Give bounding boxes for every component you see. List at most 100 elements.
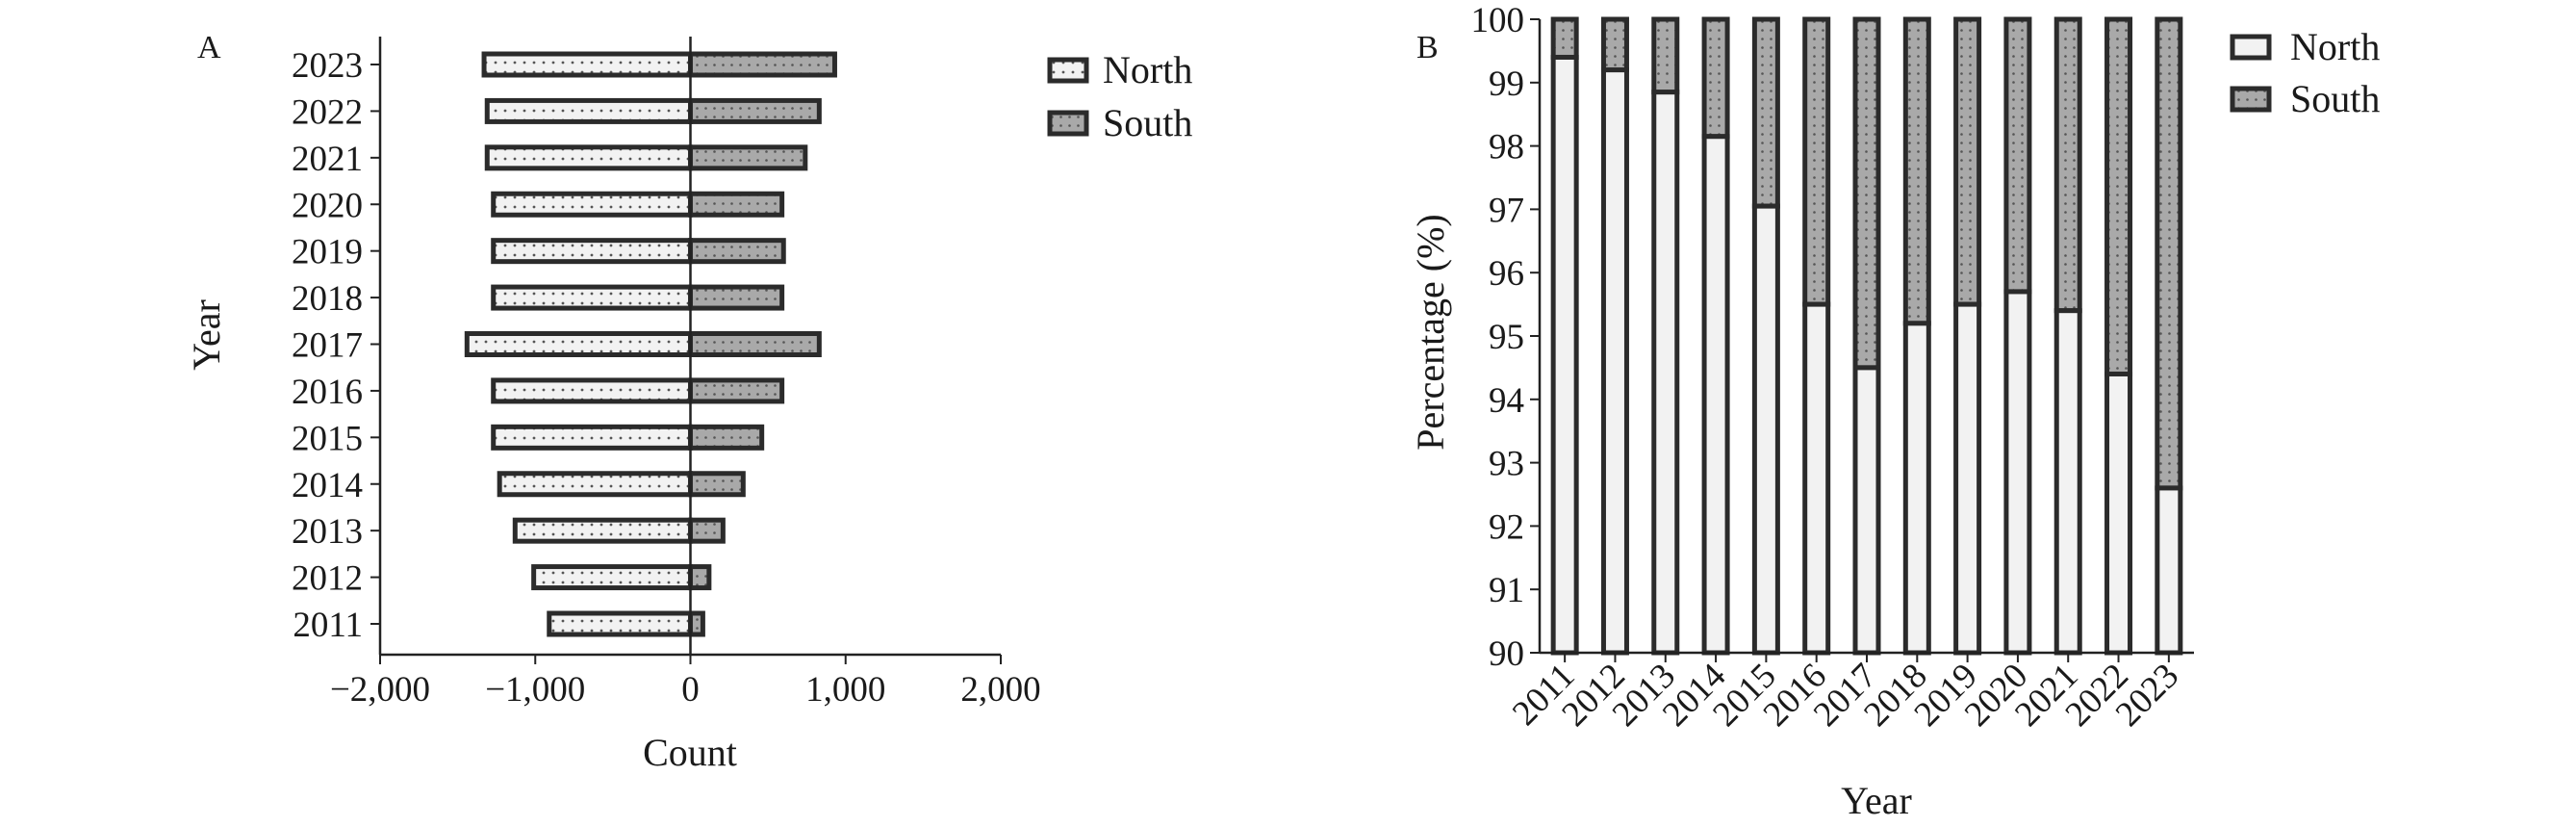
y-tick-label-2013: 2013 (292, 512, 363, 552)
bar-south-2022 (2104, 16, 2133, 376)
panel-b-bars (1550, 16, 2183, 656)
bar-south-2020 (688, 191, 785, 218)
y-tick-label-100: 100 (1471, 1, 1525, 40)
bar-north-2023 (481, 51, 693, 78)
y-tick-label-2019: 2019 (292, 233, 363, 272)
bar-south-2011 (1550, 16, 1579, 60)
bar-north-2020 (491, 191, 694, 218)
bar-south-2016 (1802, 16, 1831, 307)
bar-south-2011 (688, 610, 705, 637)
bar-north-2018 (491, 284, 694, 311)
y-tick-label-2018: 2018 (292, 279, 363, 319)
y-tick-label-93: 93 (1489, 445, 1524, 484)
y-tick-label-91: 91 (1489, 571, 1524, 610)
x-tick-label--1000: −1,000 (485, 670, 585, 710)
y-tick-label-2021: 2021 (292, 140, 363, 179)
x-tick-label-1000: 1,000 (805, 670, 885, 710)
x-tick-label-0: 0 (681, 670, 700, 710)
y-tick-label-99: 99 (1489, 65, 1524, 104)
bar-south-2019 (1953, 16, 1982, 307)
y-tick-label-2012: 2012 (292, 559, 363, 599)
y-tick-label-2017: 2017 (292, 326, 363, 366)
y-tick-label-97: 97 (1489, 191, 1524, 230)
panel-b-axes: 2011201220132014201520162017201820192020… (1471, 1, 2194, 735)
bar-north-2013 (512, 517, 693, 544)
panel-a-axes: 2011 2012 2013 2014 2015 2016 2017 2018 2019 2020… (292, 37, 1041, 710)
bar-north-2018 (1902, 321, 1931, 656)
bar-north-2016 (491, 377, 694, 404)
y-tick-label-2020: 2020 (292, 186, 363, 225)
y-tick-label-2014: 2014 (292, 466, 363, 505)
panel-a-legend-swatch-north (1047, 57, 1089, 84)
bar-south-2013 (1651, 16, 1680, 95)
bar-north-2021 (2053, 308, 2082, 656)
bar-south-2014 (1701, 16, 1730, 140)
bar-north-2017 (464, 331, 693, 357)
y-tick-label-95: 95 (1489, 318, 1524, 357)
bar-north-2016 (1802, 301, 1831, 656)
bar-north-2013 (1651, 90, 1680, 656)
panel-b-legend: North South (2230, 25, 2380, 120)
bar-north-2015 (1751, 203, 1780, 656)
bar-south-2016 (688, 377, 785, 404)
bar-north-2015 (491, 424, 694, 451)
panel-b-x-axis-title: Year (1841, 779, 1912, 822)
bar-north-2012 (531, 564, 694, 591)
bar-south-2015 (688, 424, 765, 451)
bar-north-2014 (497, 471, 693, 498)
panel-a-bars (464, 51, 837, 637)
bar-south-2023 (688, 51, 837, 78)
x-tick-label--2000: −2,000 (330, 670, 430, 710)
bar-north-2019 (1953, 301, 1982, 656)
bar-north-2021 (484, 144, 694, 171)
y-tick-label-96: 96 (1489, 254, 1524, 294)
y-tick-label-92: 92 (1489, 507, 1524, 547)
panel-a-y-axis-title: Year (185, 299, 228, 371)
panel-b-legend-label-south: South (2290, 77, 2380, 120)
bar-north-2023 (2155, 485, 2183, 656)
bar-south-2015 (1751, 16, 1780, 209)
bar-south-2012 (688, 564, 712, 591)
bar-south-2022 (688, 97, 822, 124)
bar-north-2011 (1550, 54, 1579, 656)
panel-b: B 20112012201320142015201620172018201920… (1409, 1, 2380, 822)
bar-south-2023 (2155, 16, 2183, 491)
y-tick-label-90: 90 (1489, 634, 1524, 674)
bar-north-2020 (2003, 289, 2032, 656)
bar-south-2021 (688, 144, 808, 171)
panel-a-legend-label-south: South (1103, 101, 1192, 144)
panel-b-legend-swatch-south (2230, 86, 2272, 113)
y-tick-label-2015: 2015 (292, 419, 363, 458)
panel-b-legend-label-north: North (2290, 25, 2380, 68)
panel-a-x-axis-title: Count (643, 731, 737, 774)
bar-north-2022 (2104, 371, 2133, 656)
y-tick-label-2011: 2011 (293, 606, 363, 645)
panel-a: A 20112012201320142015201620172018201920… (185, 30, 1192, 774)
panel-b-legend-swatch-north (2230, 34, 2272, 61)
y-tick-label-94: 94 (1489, 381, 1524, 421)
bar-south-2012 (1600, 16, 1629, 73)
panel-a-letter: A (197, 30, 221, 65)
bar-south-2018 (1902, 16, 1931, 326)
bar-south-2017 (1852, 16, 1881, 371)
bar-south-2014 (688, 471, 746, 498)
y-tick-label-2023: 2023 (292, 46, 363, 86)
bar-south-2020 (2003, 16, 2032, 295)
bar-north-2022 (484, 97, 694, 124)
y-tick-label-98: 98 (1489, 128, 1524, 168)
bar-south-2017 (688, 331, 822, 357)
bar-south-2019 (688, 238, 786, 265)
panel-a-legend: North South (1047, 48, 1192, 144)
bar-north-2014 (1701, 134, 1730, 656)
panel-b-letter: B (1416, 30, 1439, 65)
y-tick-label-2016: 2016 (292, 373, 363, 412)
bar-south-2018 (688, 284, 785, 311)
x-tick-label-2000: 2,000 (960, 670, 1040, 710)
bar-south-2021 (2053, 16, 2082, 314)
bar-north-2011 (547, 610, 694, 637)
panel-a-legend-swatch-south (1047, 110, 1089, 137)
bar-north-2012 (1600, 67, 1629, 656)
bar-south-2013 (688, 517, 726, 544)
panel-b-y-axis-title: Percentage (%) (1409, 214, 1452, 450)
